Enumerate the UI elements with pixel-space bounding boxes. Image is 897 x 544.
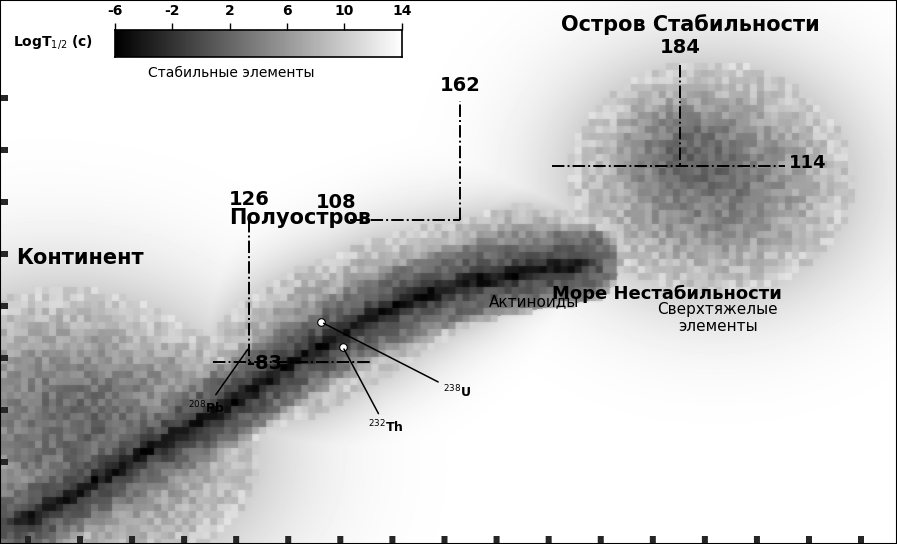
Text: 126: 126 [229,190,270,209]
Text: LogT$_{1/2}$ (c): LogT$_{1/2}$ (c) [13,33,93,52]
Text: Континент: Континент [16,249,144,268]
Text: -83: -83 [247,354,283,373]
Text: Сверхтяжелые
элементы: Сверхтяжелые элементы [658,302,778,335]
Text: $^{208}$Pb: $^{208}$Pb [188,349,248,417]
Text: 184: 184 [659,38,701,57]
Text: Полуостров: Полуостров [229,208,370,227]
Text: Актиноиды: Актиноиды [489,294,579,310]
Text: Остров Стабильности: Остров Стабильности [561,14,819,35]
Text: 114: 114 [789,154,827,172]
Text: Море Нестабильности: Море Нестабильности [552,285,781,303]
Text: $^{232}$Th: $^{232}$Th [344,349,404,436]
Text: Стабильные элементы: Стабильные элементы [148,66,315,81]
Text: 162: 162 [440,76,481,95]
Text: $^{238}$U: $^{238}$U [324,323,472,400]
Text: 108: 108 [316,193,357,212]
